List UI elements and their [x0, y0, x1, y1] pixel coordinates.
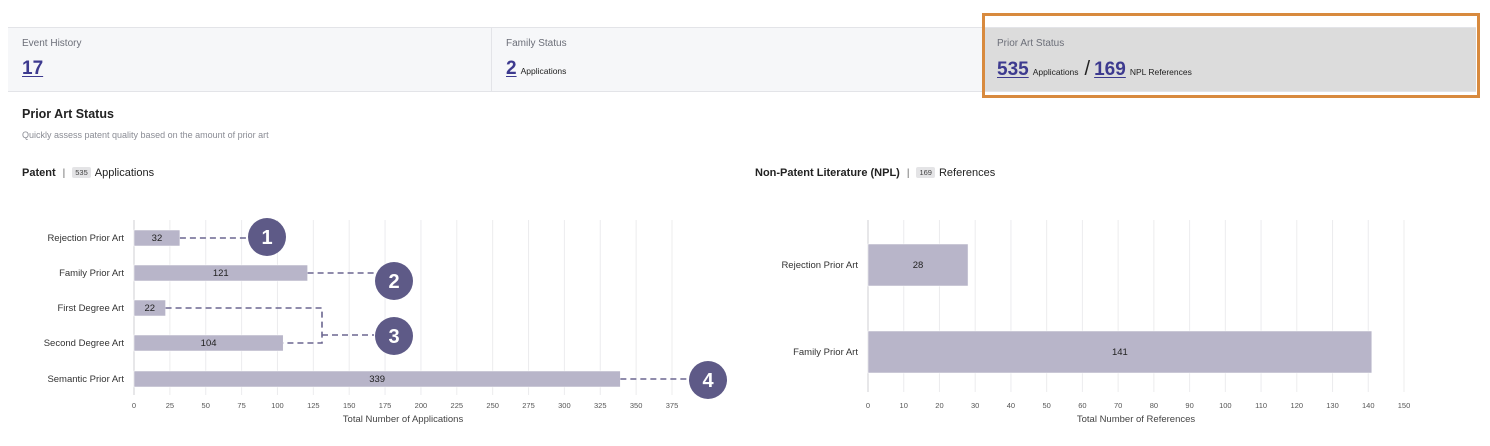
family-status-unit: Applications: [520, 66, 567, 76]
x-tick-label: 175: [379, 401, 392, 410]
x-tick-label: 110: [1255, 401, 1267, 410]
x-tick-label: 100: [1219, 401, 1232, 410]
family-status-label: Family Status: [506, 38, 567, 49]
bar-value-label: 104: [201, 338, 217, 349]
patent-panel-title: Patent | 535 Applications: [22, 167, 154, 179]
patent-title: Patent: [22, 167, 56, 179]
patent-title-separator: |: [62, 168, 66, 179]
x-tick-label: 30: [971, 401, 979, 410]
x-axis-label: Total Number of Applications: [343, 414, 464, 425]
patent-count-label: Applications: [94, 167, 155, 179]
stats-divider: [491, 28, 492, 91]
npl-title-separator: |: [906, 168, 910, 179]
x-tick-label: 60: [1078, 401, 1086, 410]
npl-panel-title: Non-Patent Literature (NPL) | 169 Reference…: [755, 167, 995, 179]
highlight-box: [982, 13, 1480, 98]
bar: [867, 243, 969, 287]
bar-value-label: 339: [369, 374, 385, 385]
x-tick-label: 140: [1362, 401, 1375, 410]
prior-art-status-label: Prior Art Status: [997, 38, 1065, 49]
bar-value-label: 22: [144, 303, 155, 314]
annotation-marker: [375, 317, 413, 355]
category-label: Family Prior Art: [793, 347, 858, 358]
npl-count-label: References: [938, 167, 996, 179]
x-tick-label: 225: [451, 401, 464, 410]
bar-value-label: 28: [913, 260, 924, 271]
top-spacer: [0, 0, 1490, 22]
npl-references-count[interactable]: 169: [1094, 59, 1126, 80]
x-tick-label: 125: [307, 401, 320, 410]
bar: [867, 330, 1373, 374]
x-tick-label: 0: [866, 401, 870, 410]
x-tick-label: 0: [132, 401, 136, 410]
bar-value-label: 121: [213, 268, 229, 279]
prior-art-status-card[interactable]: Prior Art Status 535 Applications /169 NPL …: [983, 28, 1476, 91]
x-tick-label: 275: [522, 401, 535, 410]
x-tick-label: 250: [486, 401, 499, 410]
annotation-marker: [375, 262, 413, 300]
x-tick-label: 50: [202, 401, 210, 410]
event-history-card[interactable]: Event History 17: [8, 28, 491, 91]
annotation-marker: [248, 218, 286, 256]
x-tick-label: 350: [630, 401, 643, 410]
x-tick-label: 10: [900, 401, 908, 410]
x-tick-label: 120: [1291, 401, 1304, 410]
stats-bar: Event History 17 Family Status 2 Applicat…: [8, 27, 1476, 92]
category-label: Family Prior Art: [59, 268, 124, 279]
npl-references-unit: NPL References: [1129, 67, 1192, 77]
category-label: Rejection Prior Art: [47, 233, 124, 244]
section-title: Prior Art Status: [22, 107, 114, 121]
category-label: Semantic Prior Art: [47, 374, 124, 385]
npl-count-badge: 169: [916, 167, 935, 178]
bar-value-label: 32: [152, 233, 163, 244]
x-tick-label: 375: [666, 401, 679, 410]
x-tick-label: 100: [271, 401, 284, 410]
x-tick-label: 150: [343, 401, 356, 410]
event-history-count[interactable]: 17: [22, 58, 44, 79]
x-tick-label: 50: [1042, 401, 1050, 410]
x-tick-label: 130: [1326, 401, 1339, 410]
x-tick-label: 200: [415, 401, 428, 410]
section-subtitle: Quickly assess patent quality based on t…: [22, 130, 269, 140]
x-tick-label: 70: [1114, 401, 1122, 410]
x-tick-label: 40: [1007, 401, 1015, 410]
family-status-count[interactable]: 2: [506, 58, 517, 79]
prior-art-applications-unit: Applications: [1032, 67, 1079, 77]
family-status-card[interactable]: Family Status 2 Applications: [492, 28, 982, 91]
x-tick-label: 90: [1185, 401, 1193, 410]
patent-count-badge: 535: [72, 167, 91, 178]
x-tick-label: 80: [1150, 401, 1158, 410]
x-tick-label: 300: [558, 401, 571, 410]
annotation-number: 1: [261, 227, 272, 249]
annotation-number: 2: [388, 271, 399, 293]
annotation-bracket: [165, 307, 323, 344]
x-tick-label: 150: [1398, 401, 1411, 410]
prior-art-applications-count[interactable]: 535: [997, 59, 1029, 80]
annotation-number: 3: [388, 326, 399, 348]
x-tick-label: 20: [935, 401, 943, 410]
category-label: First Degree Art: [57, 303, 124, 314]
x-tick-label: 25: [166, 401, 174, 410]
x-tick-label: 75: [237, 401, 245, 410]
event-history-label: Event History: [22, 38, 82, 49]
bar-value-label: 141: [1112, 347, 1128, 358]
category-label: Rejection Prior Art: [781, 260, 858, 271]
annotation-marker: [689, 361, 727, 399]
x-tick-label: 325: [594, 401, 607, 410]
annotation-number: 4: [702, 370, 714, 392]
prior-art-slash: /: [1084, 58, 1091, 80]
x-axis-label: Total Number of References: [1077, 414, 1196, 425]
npl-title: Non-Patent Literature (NPL): [755, 167, 900, 179]
category-label: Second Degree Art: [44, 338, 125, 349]
